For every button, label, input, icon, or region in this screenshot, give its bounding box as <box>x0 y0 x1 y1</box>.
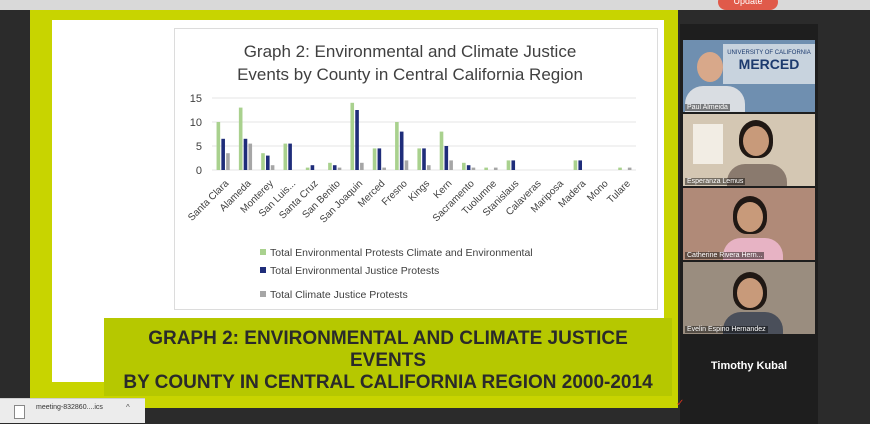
participant-tile-evelin[interactable]: Evelin Espino Hernandez <box>683 262 815 334</box>
participant-tile-timothy[interactable]: Timothy Kubal <box>710 360 788 372</box>
participant-name: Catherine Rivera Hern... <box>685 252 765 259</box>
avatar-body <box>685 86 745 112</box>
avatar <box>743 126 769 156</box>
participant-name: Esperanza Lemus <box>685 178 746 185</box>
avatar <box>737 278 763 308</box>
avatar <box>737 202 763 232</box>
banner-line2: BY COUNTY IN CENTRAL CALIFORNIA REGION 2… <box>123 372 653 393</box>
avatar-body <box>727 164 787 186</box>
banner-text: GRAPH 2: ENVIRONMENTAL AND CLIMATE JUSTI… <box>110 328 666 394</box>
avatar-body <box>723 312 783 334</box>
slide-banner <box>104 318 672 396</box>
ucm-sign-line1: UNIVERSITY OF CALIFORNIA <box>727 50 811 56</box>
chart-title-line1: Graph 2: Environmental and Climate Justi… <box>243 42 577 61</box>
downloads-bar: meeting-832860....ics ^ <box>0 398 145 423</box>
browser-topbar: Update <box>0 0 870 10</box>
file-icon <box>14 405 25 419</box>
participant-name: Evelin Espino Hernandez <box>685 326 768 333</box>
ucm-sign: UNIVERSITY OF CALIFORNIA MERCED <box>723 44 815 84</box>
banner-line1: GRAPH 2: ENVIRONMENTAL AND CLIMATE JUSTI… <box>148 328 628 371</box>
download-file-name[interactable]: meeting-832860....ics <box>36 404 103 411</box>
chevron-up-icon[interactable]: ^ <box>126 403 130 412</box>
participant-tile-paul[interactable]: UNIVERSITY OF CALIFORNIA MERCED Paul Alm… <box>683 40 815 112</box>
avatar <box>697 52 723 82</box>
participant-tile-esperanza[interactable]: Esperanza Lemus <box>683 114 815 186</box>
ucm-sign-line2: MERCED <box>738 56 800 72</box>
chart-card <box>174 28 658 310</box>
avatar-body <box>723 238 783 260</box>
participant-tile-catherine[interactable]: Catherine Rivera Hern... <box>683 188 815 260</box>
participant-name: Paul Almeida <box>685 104 730 111</box>
chart-title-line2: Events by County in Central California R… <box>237 65 583 84</box>
window-backdrop <box>693 124 723 164</box>
recording-icon: ✓ <box>676 398 685 409</box>
update-button[interactable]: Update <box>718 0 778 10</box>
chart-title: Graph 2: Environmental and Climate Justi… <box>180 40 640 86</box>
